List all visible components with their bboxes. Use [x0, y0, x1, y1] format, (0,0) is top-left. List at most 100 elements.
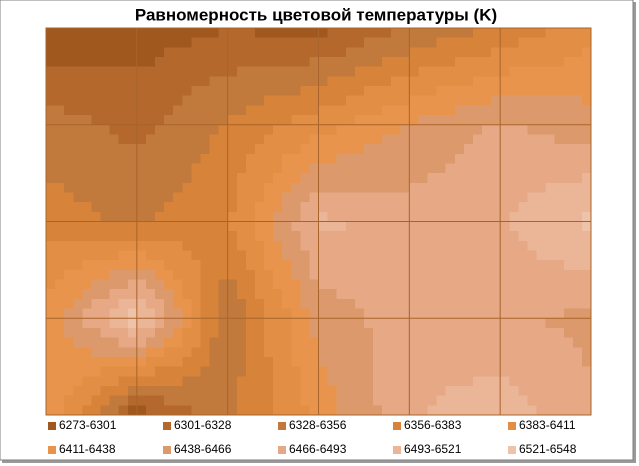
- contour-cell: [554, 279, 565, 290]
- contour-cell: [182, 260, 192, 271]
- contour-cell: [91, 366, 101, 377]
- contour-cell: [209, 405, 220, 416]
- contour-cell: [382, 395, 392, 406]
- contour-cell: [354, 376, 365, 387]
- contour-cell: [264, 347, 274, 358]
- contour-cell: [282, 28, 292, 39]
- contour-cell: [173, 115, 183, 126]
- contour-cell: [427, 153, 438, 164]
- contour-cell: [145, 279, 156, 290]
- contour-cell: [336, 337, 347, 348]
- contour-cell: [382, 298, 392, 310]
- contour-cell: [554, 37, 565, 48]
- contour-cell: [336, 86, 347, 97]
- contour-cell: [572, 327, 583, 339]
- contour-cell: [454, 202, 465, 213]
- contour-cell: [264, 134, 274, 145]
- contour-cell: [273, 211, 283, 222]
- contour-cell: [327, 66, 338, 77]
- contour-cell: [445, 182, 456, 193]
- contour-cell: [191, 86, 201, 97]
- contour-cell: [91, 211, 101, 222]
- contour-cell: [382, 202, 392, 213]
- legend-swatch: [508, 446, 516, 454]
- contour-cell: [227, 134, 238, 145]
- contour-cell: [145, 211, 156, 222]
- contour-cell: [445, 115, 456, 126]
- contour-cell: [382, 211, 392, 222]
- contour-cell: [282, 144, 292, 155]
- contour-cell: [82, 153, 92, 164]
- contour-cell: [391, 260, 401, 271]
- contour-cell: [209, 385, 220, 397]
- contour-cell: [118, 86, 129, 97]
- contour-cell: [282, 86, 292, 97]
- contour-cell: [409, 86, 419, 97]
- contour-cell: [136, 211, 147, 222]
- contour-cell: [581, 395, 592, 406]
- contour-cell: [55, 240, 65, 252]
- contour-cell: [400, 124, 410, 135]
- contour-cell: [127, 231, 138, 242]
- contour-cell: [254, 95, 265, 106]
- contour-cell: [454, 28, 465, 39]
- contour-cell: [563, 105, 574, 116]
- contour-cell: [309, 95, 319, 106]
- contour-cell: [64, 250, 74, 261]
- contour-cell: [300, 327, 310, 339]
- legend-swatch: [163, 422, 171, 430]
- contour-cell: [136, 318, 147, 329]
- contour-cell: [572, 298, 583, 310]
- contour-cell: [536, 405, 547, 416]
- contour-cell: [282, 192, 292, 203]
- contour-cell: [472, 385, 483, 397]
- contour-cell: [509, 269, 519, 281]
- contour-cell: [527, 57, 537, 68]
- contour-cell: [327, 76, 338, 87]
- contour-cell: [382, 327, 392, 339]
- contour-cell: [472, 308, 483, 319]
- contour-cell: [463, 356, 474, 368]
- contour-cell: [336, 347, 347, 358]
- contour-cell: [291, 47, 301, 58]
- contour-cell: [236, 173, 247, 184]
- contour-cell: [354, 240, 365, 252]
- contour-cell: [136, 279, 147, 290]
- contour-cell: [418, 28, 428, 39]
- contour-cell: [572, 337, 583, 348]
- legend-label: 6301-6328: [174, 418, 232, 432]
- contour-cell: [527, 202, 537, 213]
- contour-cell: [300, 37, 310, 48]
- contour-cell: [581, 308, 592, 319]
- contour-cell: [136, 182, 147, 193]
- contour-cell: [273, 115, 283, 126]
- contour-cell: [173, 221, 183, 232]
- contour-cell: [463, 279, 474, 290]
- contour-cell: [563, 337, 574, 348]
- contour-cell: [554, 376, 565, 387]
- contour-cell: [345, 347, 356, 358]
- contour-cell: [382, 366, 392, 377]
- contour-cell: [82, 163, 92, 174]
- contour-cell: [264, 337, 274, 348]
- contour-cell: [236, 192, 247, 203]
- contour-cell: [572, 124, 583, 135]
- contour-cell: [554, 318, 565, 329]
- contour-cell: [345, 260, 356, 271]
- contour-cell: [454, 385, 465, 397]
- contour-cell: [445, 86, 456, 97]
- contour-cell: [427, 289, 438, 300]
- contour-cell: [427, 66, 438, 77]
- contour-cell: [291, 337, 301, 348]
- contour-cell: [336, 57, 347, 68]
- contour-cell: [173, 211, 183, 222]
- contour-cell: [418, 298, 428, 310]
- contour-cell: [191, 134, 201, 145]
- contour-cell: [436, 240, 447, 252]
- contour-cell: [73, 279, 83, 290]
- contour-cell: [373, 366, 383, 377]
- contour-cell: [200, 192, 210, 203]
- contour-cell: [409, 356, 419, 368]
- contour-cell: [173, 279, 183, 290]
- contour-cell: [46, 134, 56, 145]
